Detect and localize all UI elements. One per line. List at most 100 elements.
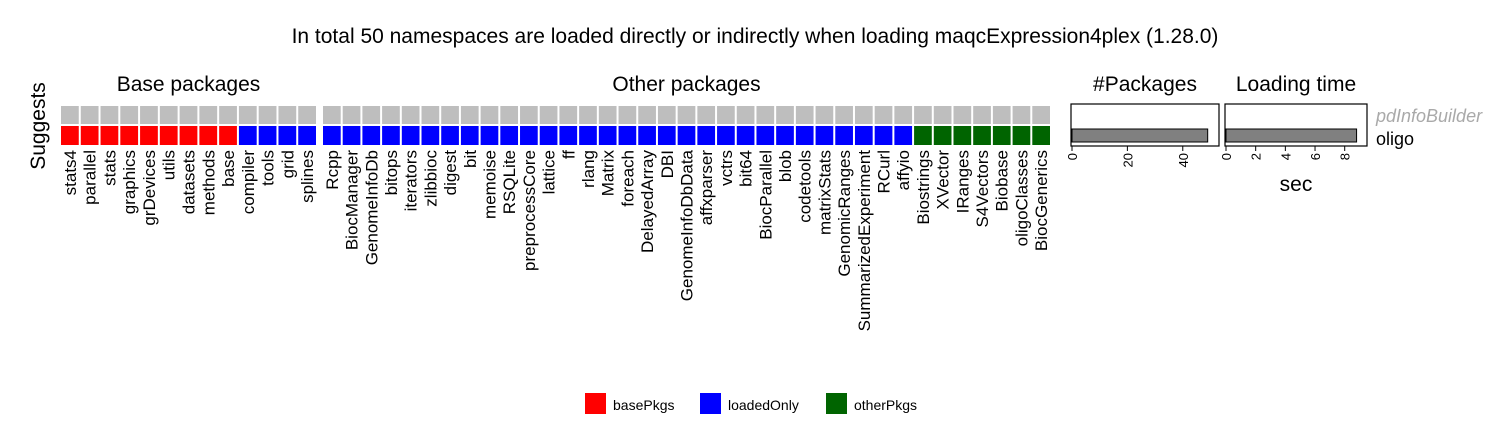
column-label-biobase: Biobase: [993, 150, 1012, 211]
cell-oligo-biocparallel: [756, 126, 775, 145]
column-label-bitops: bitops: [382, 150, 401, 195]
cell-oligo-tools: [258, 126, 277, 145]
cell-oligo-lattice: [539, 126, 558, 145]
cell-oligo-zlibbioc: [421, 126, 440, 145]
cell-oligo-methods: [199, 126, 218, 145]
legend: basePkgs loadedOnly otherPkgs: [585, 393, 917, 414]
legend-label-otherpkgs: otherPkgs: [854, 397, 917, 413]
cell-oligo-bit: [460, 126, 479, 145]
column-label-rsqlite: RSQLite: [500, 150, 519, 214]
cell-pdinfobuilder-affyio: [894, 106, 913, 124]
column-label-foreach: foreach: [618, 150, 637, 207]
cell-pdinfobuilder-genomeinfodbdata: [677, 106, 696, 124]
column-label-grdevices: grDevices: [140, 150, 159, 226]
cell-oligo-dbi: [657, 126, 676, 145]
row-label-oligo: oligo: [1376, 129, 1414, 149]
cell-pdinfobuilder-ff: [559, 106, 578, 124]
chart-title: In total 50 namespaces are loaded direct…: [292, 25, 1219, 48]
cell-oligo-grdevices: [140, 126, 158, 145]
column-label-tools: tools: [259, 150, 278, 186]
cell-pdinfobuilder-compiler: [238, 106, 257, 124]
column-label-parallel: parallel: [81, 150, 100, 205]
cell-oligo-ff: [559, 126, 578, 145]
cell-pdinfobuilder-genomeinfodb: [362, 106, 381, 124]
cell-pdinfobuilder-foreach: [618, 106, 637, 124]
column-label-rcurl: RCurl: [875, 150, 894, 193]
cell-oligo-vctrs: [717, 126, 735, 145]
x-tick-label: 20: [1120, 153, 1135, 167]
column-label-graphics: graphics: [120, 150, 139, 214]
x-tick-label: 0: [1219, 153, 1234, 160]
cell-oligo-oligoclasses: [1012, 126, 1031, 145]
cell-pdinfobuilder-rlang: [579, 106, 597, 124]
cell-pdinfobuilder-iterators: [401, 106, 420, 124]
cell-oligo-biobase: [992, 126, 1011, 145]
cell-oligo-bit64: [736, 126, 755, 145]
cell-pdinfobuilder-zlibbioc: [421, 106, 440, 124]
cell-pdinfobuilder-genomicranges: [835, 106, 853, 124]
cell-oligo-parallel: [80, 126, 99, 145]
cell-oligo-utils: [159, 126, 178, 145]
column-label-delayedarray: DelayedArray: [638, 150, 657, 253]
cell-oligo-genomicranges: [835, 126, 853, 145]
x-tick-label: 40: [1176, 153, 1191, 167]
legend-label-loadedonly: loadedOnly: [728, 397, 799, 413]
column-label-biostrings: Biostrings: [914, 150, 933, 225]
cell-pdinfobuilder-blob: [776, 106, 794, 124]
cell-oligo-compiler: [238, 126, 257, 145]
cell-pdinfobuilder-vctrs: [717, 106, 735, 124]
cell-oligo-datasets: [179, 126, 198, 145]
cell-oligo-rsqlite: [500, 126, 519, 145]
cell-pdinfobuilder-digest: [441, 106, 459, 124]
cell-pdinfobuilder-affxparser: [697, 106, 716, 124]
panel-title-other-packages: Other packages: [612, 73, 760, 96]
cell-pdinfobuilder-rcpp: [323, 106, 341, 124]
column-label-xvector: XVector: [934, 150, 953, 210]
column-label-codetools: codetools: [796, 150, 815, 223]
cell-oligo-base: [219, 126, 237, 145]
column-label-iterators: iterators: [402, 150, 421, 211]
cell-pdinfobuilder-tools: [258, 106, 277, 124]
cell-oligo-preprocesscore: [520, 126, 538, 145]
column-label-digest: digest: [441, 150, 460, 196]
column-label-bit64: bit64: [737, 150, 756, 187]
cell-oligo-iterators: [401, 126, 420, 145]
cell-pdinfobuilder-biocmanager: [342, 106, 361, 124]
cell-oligo-genomeinfodbdata: [677, 126, 696, 145]
column-label-rcpp: Rcpp: [323, 150, 342, 190]
cell-oligo-s4vectors: [973, 126, 991, 145]
cell-pdinfobuilder-datasets: [179, 106, 198, 124]
column-label-genomicranges: GenomicRanges: [835, 150, 854, 277]
cell-pdinfobuilder-matrix: [598, 106, 617, 124]
cell-pdinfobuilder-lattice: [539, 106, 558, 124]
x-axis-label: sec: [1280, 173, 1313, 196]
cell-pdinfobuilder-preprocesscore: [520, 106, 538, 124]
cell-oligo-affyio: [894, 126, 913, 145]
x-tick-label: 0: [1065, 153, 1080, 160]
cell-pdinfobuilder-grid: [278, 106, 297, 124]
column-label-bit: bit: [461, 150, 480, 168]
cell-pdinfobuilder-s4vectors: [973, 106, 991, 124]
cell-pdinfobuilder-methods: [199, 106, 218, 124]
cell-pdinfobuilder-oligoclasses: [1012, 106, 1031, 124]
x-tick-label: 2: [1249, 153, 1264, 160]
cell-pdinfobuilder-codetools: [795, 106, 814, 124]
column-label-methods: methods: [199, 150, 218, 215]
cell-pdinfobuilder-splines: [298, 106, 316, 124]
column-label-genomeinfodb: GenomeInfoDb: [362, 150, 381, 265]
cell-oligo-splines: [298, 126, 316, 145]
column-label-utils: utils: [160, 150, 179, 180]
column-label-matrix: Matrix: [599, 150, 618, 197]
cell-oligo-grid: [278, 126, 297, 145]
bar-panels-layer: #Packages 0 20 40 Loading time 0 2 4 6 8 sec pdInfo…: [1065, 73, 1483, 196]
cell-pdinfobuilder-biostrings: [914, 106, 932, 124]
cell-pdinfobuilder-utils: [159, 106, 178, 124]
column-label-affxparser: affxparser: [697, 150, 716, 226]
cell-pdinfobuilder-delayedarray: [638, 106, 656, 124]
column-label-ff: ff: [559, 150, 578, 159]
cell-oligo-summarizedexperiment: [854, 126, 873, 145]
column-label-lattice: lattice: [540, 150, 559, 194]
column-label-genomeinfodbdata: GenomeInfoDbData: [678, 149, 697, 301]
column-label-zlibbioc: zlibbioc: [421, 150, 440, 207]
column-label-stats: stats: [100, 150, 119, 186]
